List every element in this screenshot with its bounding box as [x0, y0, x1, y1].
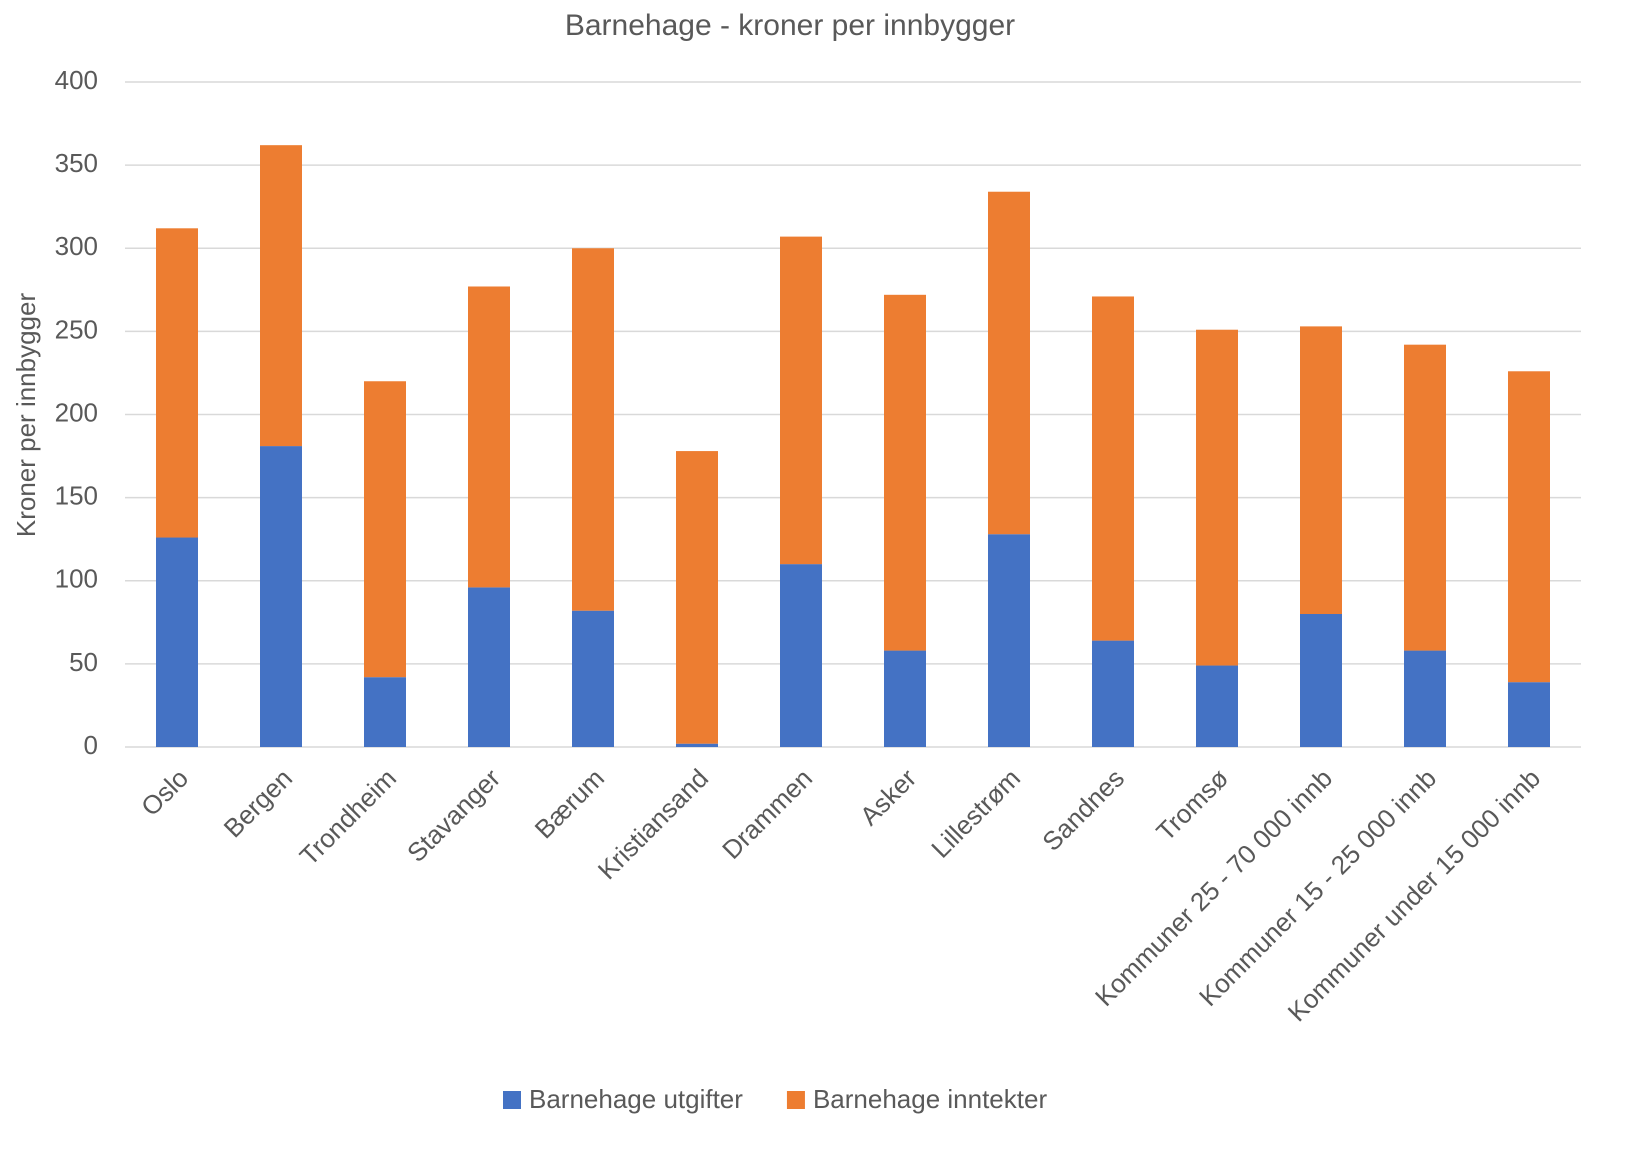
y-tick-label: 100 [55, 564, 98, 594]
bar-segment [1196, 665, 1238, 747]
y-tick-label: 300 [55, 231, 98, 261]
bar-segment [1196, 329, 1238, 666]
bar-segment [676, 451, 718, 744]
bar-segment [1300, 614, 1342, 747]
y-tick-label: 50 [69, 647, 98, 677]
bar-segment [156, 537, 198, 747]
x-tick-label: Trondheim [294, 763, 402, 871]
bar-segment [884, 650, 926, 747]
bar-segment [1092, 296, 1134, 641]
bar-segment [1508, 682, 1550, 747]
y-tick-label: 150 [55, 481, 98, 511]
x-tick-label: Bærum [529, 763, 610, 844]
bar-segment [988, 534, 1030, 747]
y-tick-label: 0 [84, 730, 98, 760]
x-tick-label: Oslo [135, 763, 194, 822]
y-tick-label: 400 [55, 65, 98, 95]
legend-swatch [503, 1091, 521, 1109]
legend-label: Barnehage inntekter [813, 1084, 1048, 1114]
bar-segment [884, 294, 926, 651]
bar-segment [572, 610, 614, 747]
bar-segment [676, 743, 718, 747]
bar-segment [1404, 650, 1446, 747]
bar-segment [260, 145, 302, 447]
bar-segment [780, 236, 822, 565]
x-tick-label: Kristiansand [592, 763, 714, 885]
y-axis-title: Kroner per innbygger [11, 293, 41, 538]
chart-title: Barnehage - kroner per innbygger [565, 9, 1015, 42]
bar-segment [780, 564, 822, 747]
x-tick-label: Sandnes [1036, 763, 1130, 857]
bar-segment [1300, 326, 1342, 614]
bar-segment [1508, 371, 1550, 683]
bar-segment [364, 677, 406, 747]
bar-segment [1092, 640, 1134, 747]
x-tick-label: Asker [854, 763, 922, 831]
bar-segment [988, 191, 1030, 535]
bar-segment [1404, 344, 1446, 651]
y-tick-label: 250 [55, 314, 98, 344]
x-tick-label: Bergen [218, 763, 298, 843]
bar-segment [156, 228, 198, 538]
bar-segment [260, 446, 302, 747]
bar-segment [468, 286, 510, 588]
x-tick-label: Tromsø [1150, 763, 1234, 847]
bar-segment [572, 248, 614, 611]
x-tick-label: Lillestrøm [925, 763, 1026, 864]
bar-segment [468, 587, 510, 747]
legend-label: Barnehage utgifter [529, 1084, 743, 1114]
legend-swatch [786, 1091, 805, 1109]
y-tick-label: 350 [55, 148, 98, 178]
bar-segment [364, 381, 406, 678]
x-tick-label: Drammen [716, 763, 818, 865]
x-tick-label: Stavanger [401, 763, 506, 868]
y-tick-label: 200 [55, 397, 98, 427]
